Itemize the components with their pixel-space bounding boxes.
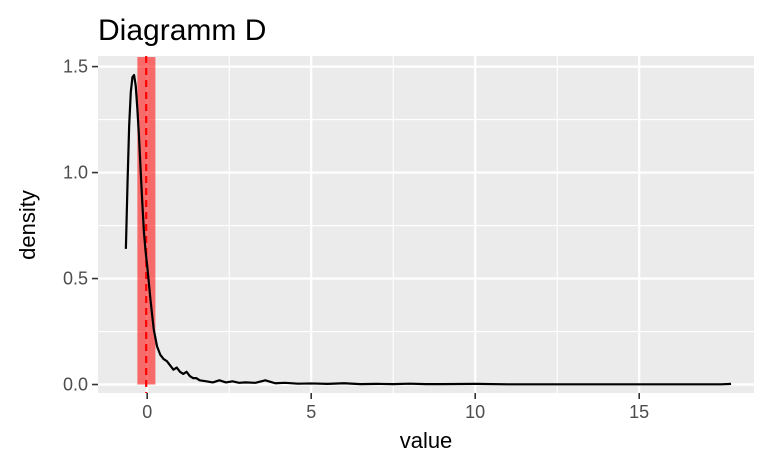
x-tick-label: 10 bbox=[465, 402, 485, 422]
y-tick-label: 0.5 bbox=[63, 269, 88, 289]
x-tick-label: 0 bbox=[142, 402, 152, 422]
y-axis: 0.0 0.5 1.0 1.5 bbox=[63, 57, 98, 395]
y-tick-label: 1.5 bbox=[63, 57, 88, 77]
y-tick-label: 1.0 bbox=[63, 163, 88, 183]
annotations bbox=[137, 56, 156, 393]
density-curve bbox=[124, 73, 732, 386]
y-tick-label: 0.0 bbox=[63, 375, 88, 395]
x-axis-title: value bbox=[400, 428, 453, 453]
y-axis-title: density bbox=[15, 190, 40, 260]
major-gridlines bbox=[98, 56, 754, 393]
chart-title: Diagramm D bbox=[98, 14, 266, 47]
x-axis: 0 5 10 15 bbox=[142, 393, 649, 422]
x-tick-label: 15 bbox=[629, 402, 649, 422]
plot-panel bbox=[98, 56, 754, 393]
minor-gridlines bbox=[98, 56, 754, 393]
x-tick-label: 5 bbox=[306, 402, 316, 422]
